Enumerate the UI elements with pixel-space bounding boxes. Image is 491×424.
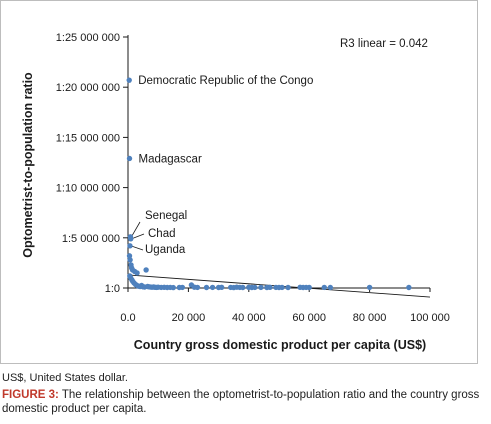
point-label: Madagascar <box>139 153 202 165</box>
caption-text: The relationship between the optometrist… <box>2 389 480 415</box>
data-point <box>170 284 176 291</box>
y-tick-label: 1:20 000 000 <box>56 82 120 94</box>
data-point <box>267 284 273 290</box>
data-point <box>143 267 149 273</box>
y-axis-title: Optometrist-to-population ratio <box>21 72 35 258</box>
y-axis-ticks: 1:0 1:5 000 000 1:10 000 000 1:15 000 000 1:… <box>56 32 128 295</box>
x-axis-ticks: 0.0 20 000 40 000 60 000 80 000 100 000 <box>120 288 450 324</box>
figure-note: US$, United States dollar. <box>2 372 128 384</box>
data-point <box>279 284 285 291</box>
y-tick-label: 1:25 000 000 <box>56 32 120 44</box>
x-axis-title: Country gross domestic product per capit… <box>134 338 426 352</box>
y-tick-label: 1:15 000 000 <box>56 132 120 144</box>
x-tick-label: 0.0 <box>120 312 135 324</box>
data-points <box>126 77 412 291</box>
data-point <box>203 284 210 291</box>
data-point <box>126 253 133 259</box>
point-label: Democratic Republic of the Congo <box>138 75 313 87</box>
data-point <box>252 284 258 291</box>
caption-label: FIGURE 3: <box>2 389 59 401</box>
scatter-chart: Democratic Republic of the Congo Madagasc… <box>21 32 450 352</box>
figure-caption: FIGURE 3: The relationship between the o… <box>2 388 488 416</box>
data-point <box>306 284 312 291</box>
label-leader-line <box>131 221 141 237</box>
chart-frame <box>0 0 478 364</box>
x-tick-label: 40 000 <box>232 312 266 324</box>
r2-label: R3 linear = 0.042 <box>340 38 428 50</box>
data-point <box>209 284 216 291</box>
data-point <box>128 236 134 242</box>
label-leader-line <box>131 233 145 240</box>
point-label: Senegal <box>145 210 187 222</box>
data-point <box>258 284 264 291</box>
data-point <box>366 284 373 291</box>
data-point <box>194 284 201 291</box>
x-tick-label: 20 000 <box>172 312 206 324</box>
data-point <box>126 77 132 83</box>
data-point <box>134 270 140 276</box>
data-point <box>240 284 246 291</box>
x-tick-label: 100 000 <box>410 312 450 324</box>
y-tick-label: 1:5 000 000 <box>62 233 120 245</box>
point-label: Chad <box>148 228 176 240</box>
data-point <box>179 284 186 291</box>
y-tick-label: 1:10 000 000 <box>56 183 120 195</box>
data-point <box>327 284 334 291</box>
data-point <box>126 155 133 162</box>
data-point <box>321 284 327 291</box>
data-point <box>127 257 133 263</box>
data-point <box>285 284 291 291</box>
point-label: Uganda <box>145 244 186 256</box>
data-point <box>127 243 133 249</box>
data-point <box>218 284 225 290</box>
x-tick-label: 80 000 <box>353 312 387 324</box>
x-tick-label: 60 000 <box>292 312 326 324</box>
y-tick-label: 1:0 <box>105 283 120 295</box>
data-point <box>406 284 412 291</box>
annotations-layer: Democratic Republic of the Congo Madagasc… <box>130 75 313 256</box>
label-leader-line <box>130 245 144 251</box>
